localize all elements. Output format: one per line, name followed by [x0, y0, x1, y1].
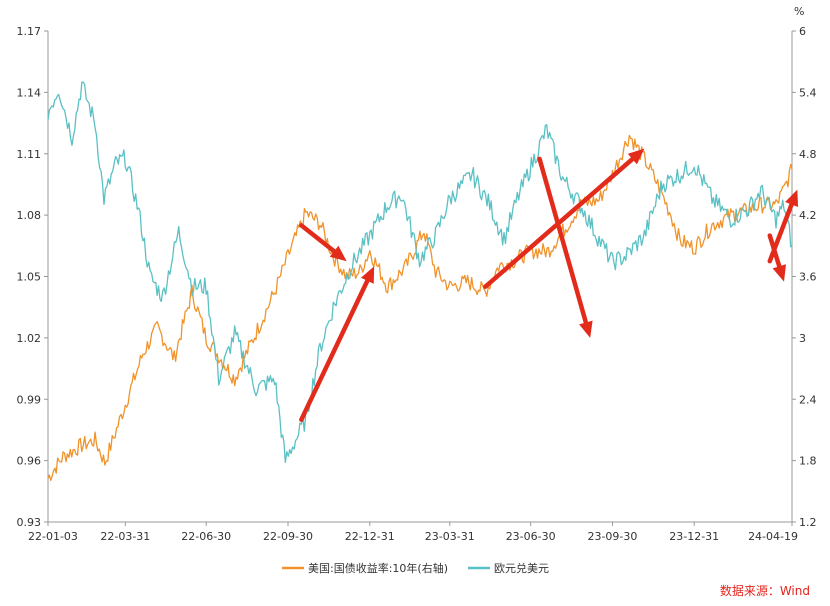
annotation-arrow-shaft: [299, 223, 337, 254]
right-axis-unit: %: [794, 5, 804, 18]
x-tick-label: 23-09-30: [587, 530, 637, 543]
annotation-arrow-head: [772, 264, 786, 282]
right-tick-label: 6: [799, 25, 806, 38]
right-tick-label: 5.4: [799, 86, 817, 99]
legend: 美国:国债收益率:10年(右轴) 欧元兑美元: [282, 561, 549, 575]
x-tick-label: 22-06-30: [181, 530, 231, 543]
series-line-us-10y-yield: [47, 134, 793, 482]
series-line-eur-usd: [47, 81, 793, 464]
left-tick-label: 1.17: [17, 25, 42, 38]
annotation-arrow-shaft: [537, 156, 589, 325]
left-tick-label: 1.08: [17, 209, 42, 222]
left-tick-label: 0.96: [17, 455, 42, 468]
source-note: 数据来源：Wind: [720, 583, 810, 598]
right-tick-label: 3.6: [799, 271, 817, 284]
left-tick-label: 0.93: [17, 516, 42, 529]
annotation-arrow-head: [361, 266, 375, 284]
x-tick-label: 22-03-31: [100, 530, 150, 543]
right-tick-label: 1.8: [799, 455, 817, 468]
annotation-arrow-shaft: [767, 233, 782, 269]
x-tick-label: 22-12-31: [345, 530, 395, 543]
x-tick-label: 23-06-30: [506, 530, 556, 543]
legend-label: 欧元兑美元: [494, 561, 549, 575]
right-tick-label: 2.4: [799, 393, 817, 406]
x-tick-label: 24-04-19: [748, 530, 798, 543]
annotation-arrow-head: [579, 320, 593, 338]
right-tick-label: 4.8: [799, 148, 817, 161]
left-tick-label: 1.14: [17, 86, 42, 99]
annotation-arrow-head: [785, 189, 799, 207]
annotation-arrow-head: [627, 148, 645, 165]
right-tick-label: 1.2: [799, 516, 817, 529]
left-tick-label: 1.05: [17, 271, 42, 284]
left-tick-label: 1.11: [17, 148, 42, 161]
right-tick-label: 4.2: [799, 209, 817, 222]
annotation-arrow-shaft: [299, 278, 370, 422]
left-tick-label: 1.02: [17, 332, 42, 345]
x-tick-label: 23-12-31: [669, 530, 719, 543]
right-tick-label: 3: [799, 332, 806, 345]
legend-label: 美国:国债收益率:10年(右轴): [308, 561, 448, 575]
x-tick-label: 23-03-31: [425, 530, 475, 543]
x-tick-label: 22-09-30: [263, 530, 313, 543]
annotation-arrow-head: [329, 245, 347, 262]
x-tick-label: 22-01-03: [28, 530, 78, 543]
axes: 1.17 1.14 1.11 1.08 1.05 1.02 0.99 0.96 0.93 6 5.4…: [17, 5, 817, 543]
left-tick-label: 0.99: [17, 393, 42, 406]
series-layer: [47, 81, 793, 482]
annotation-layer: [299, 148, 799, 422]
